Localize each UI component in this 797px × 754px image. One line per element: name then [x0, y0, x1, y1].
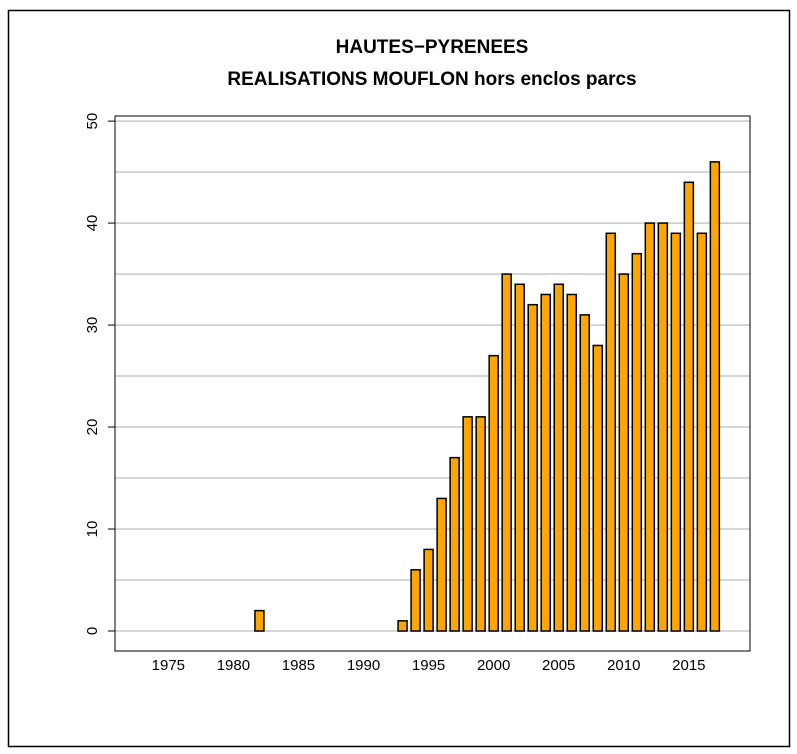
y-tick-label: 10 — [84, 521, 101, 538]
bar — [449, 456, 460, 632]
y-tick-label: 0 — [84, 627, 101, 635]
x-tick-label: 2010 — [607, 657, 640, 674]
x-tick-label: 1995 — [412, 657, 445, 674]
bar — [514, 283, 525, 632]
bar — [436, 497, 447, 632]
bar — [410, 569, 421, 632]
bar — [605, 232, 617, 632]
bar — [657, 222, 669, 632]
bar — [501, 273, 512, 632]
bar — [709, 161, 721, 632]
y-tick-label: 50 — [84, 113, 101, 130]
x-tick-label: 2000 — [477, 657, 510, 674]
y-tick-label: 30 — [84, 317, 101, 334]
bar — [670, 232, 682, 632]
y-tick-label: 40 — [84, 215, 101, 232]
x-tick-label: 2015 — [672, 657, 705, 674]
x-tick-label: 2005 — [542, 657, 575, 674]
bar — [462, 416, 473, 632]
bar — [475, 416, 486, 632]
chart-title: HAUTES−PYRENEES — [336, 37, 529, 58]
frame — [7, 9, 791, 748]
chart-subtitle: REALISATIONS MOUFLON hors enclos parcs — [227, 69, 636, 90]
bar — [488, 354, 499, 632]
bar — [592, 344, 604, 632]
bar — [566, 293, 577, 632]
x-tick-label: 1990 — [347, 657, 380, 674]
bar — [696, 232, 708, 632]
bar — [579, 314, 590, 632]
bar — [254, 609, 265, 632]
bar — [631, 252, 643, 632]
bar — [423, 548, 434, 632]
x-tick-label: 1975 — [152, 657, 185, 674]
bar — [553, 283, 564, 632]
y-tick-label: 20 — [84, 419, 101, 436]
bar — [397, 620, 408, 632]
bar — [527, 303, 538, 632]
bar — [683, 181, 695, 632]
plot-border — [114, 115, 751, 652]
x-tick-label: 1985 — [282, 657, 315, 674]
bar — [540, 293, 551, 632]
bar — [644, 222, 656, 632]
x-tick-label: 1980 — [217, 657, 250, 674]
bar — [618, 273, 630, 632]
